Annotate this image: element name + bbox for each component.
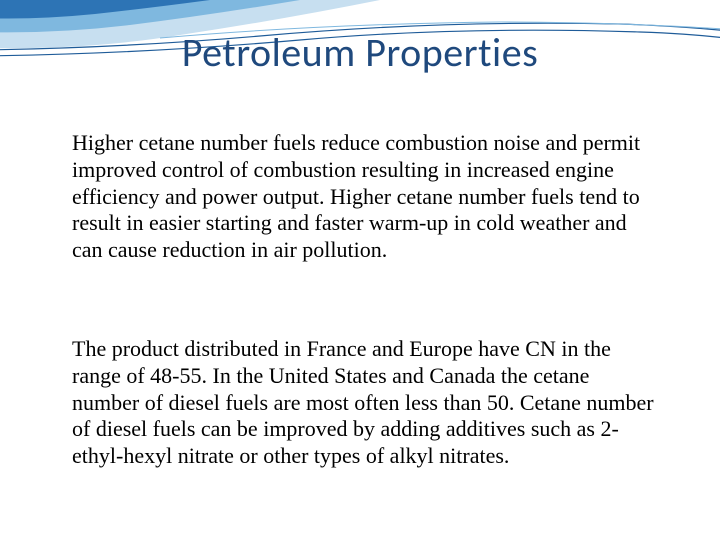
paragraph-1: Higher cetane number fuels reduce combus… xyxy=(72,130,658,264)
slide-title: Petroleum Properties xyxy=(0,28,720,77)
slide-container: Petroleum Properties Higher cetane numbe… xyxy=(0,0,720,540)
paragraph-2: The product distributed in France and Eu… xyxy=(72,336,658,470)
